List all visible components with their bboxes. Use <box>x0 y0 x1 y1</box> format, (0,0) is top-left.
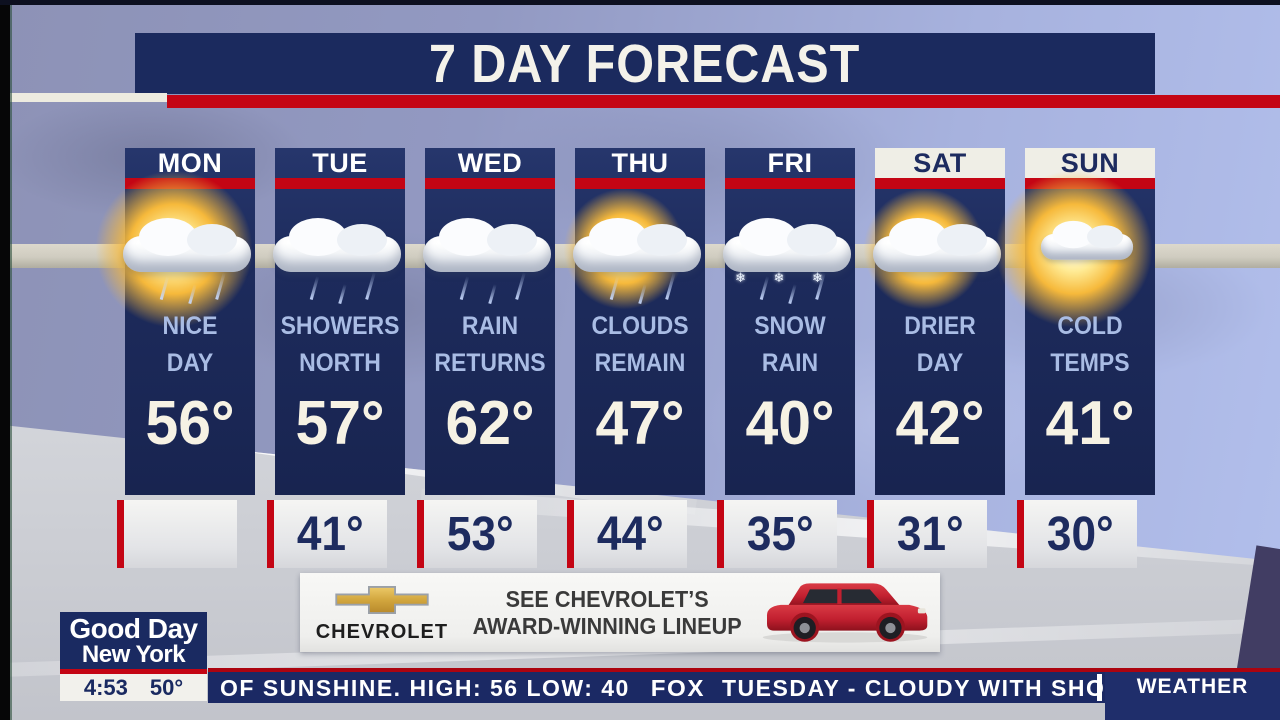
ticker-cursor <box>1097 674 1102 701</box>
title-underline-red <box>167 95 1280 108</box>
screen-edge-left <box>0 0 10 720</box>
station-logo-stripe <box>60 669 207 674</box>
day-label: TUE <box>312 148 368 178</box>
ticker-text-right: TUESDAY - CLOUDY WITH SHOWEI <box>722 675 1105 701</box>
low-temp-box-tue: 41° <box>267 500 387 568</box>
current-temp: 50° <box>149 674 184 700</box>
low-temp-box-wed: 53° <box>417 500 537 568</box>
condition-text: SNOW RAIN <box>754 312 826 377</box>
day-red-stripe <box>275 178 405 189</box>
screen-edge-top <box>0 0 1280 5</box>
day-label: MON <box>157 148 223 178</box>
day-red-stripe <box>425 178 555 189</box>
condition-text: CLOUDS REMAIN <box>591 312 689 377</box>
day-red-stripe <box>725 178 855 189</box>
high-temp: 41° <box>1045 389 1135 458</box>
page-title: 7 DAY FORECAST <box>429 33 861 94</box>
suv-image <box>750 574 940 651</box>
weather-tab: WEATHER <box>1105 668 1280 720</box>
high-temp: 62° <box>445 389 535 458</box>
station-logo-line2: New York <box>81 641 186 668</box>
cloud-icon <box>1040 220 1134 260</box>
chevrolet-ad-banner: CHEVROLET SEE CHEVROLET’S AWARD-WINNING L… <box>300 573 940 652</box>
condition-text: NICE DAY <box>162 312 218 377</box>
day-red-stripe <box>1025 178 1155 189</box>
fox-logo: FOX <box>650 675 706 701</box>
low-temp-box-sat: 31° <box>867 500 987 568</box>
mostly-cloudy-icon: ❄ ❄ ❄ <box>557 188 723 311</box>
chevrolet-bowtie-icon <box>335 585 429 614</box>
low-temp-box-mon <box>117 500 237 568</box>
clock-time: 4:53 <box>83 674 128 700</box>
high-temp: 47° <box>595 389 685 458</box>
low-temp-box-fri: 35° <box>717 500 837 568</box>
high-temp: 57° <box>295 389 385 458</box>
cloud-icon <box>723 218 851 272</box>
day-red-stripe <box>875 178 1005 189</box>
sun-icon <box>863 188 985 310</box>
sunny-icon: ❄ ❄ ❄ <box>994 169 1173 329</box>
time-temp-bug: 4:53 50° <box>60 674 207 701</box>
showers-icon: ❄ ❄ ❄ <box>257 196 423 311</box>
condition-text: SHOWERS NORTH <box>280 312 400 377</box>
ticker-text-left: OF SUNSHINE. HIGH: 56 LOW: 40 <box>220 675 630 701</box>
condition-text: COLD TEMPS <box>1050 312 1130 377</box>
day-label: WED <box>457 148 523 178</box>
day-label: SAT <box>875 148 1005 178</box>
title-underline-white <box>10 93 167 102</box>
screen-edge-artifact <box>10 0 12 720</box>
rain-icon: ❄ ❄ ❄ <box>407 196 573 311</box>
chevrolet-logo: CHEVROLET <box>300 582 464 644</box>
ticker-red-line <box>208 668 1105 672</box>
high-temp: 56° <box>145 389 235 458</box>
high-temp: 42° <box>895 389 985 458</box>
day-red-stripe <box>125 178 255 189</box>
snow-rain-icon: ❄ ❄ ❄ <box>707 196 873 311</box>
ad-copy: SEE CHEVROLET’S AWARD-WINNING LINEUP <box>472 585 742 639</box>
news-ticker: OF SUNSHINE. HIGH: 56 LOW: 40 FOX TUESDA… <box>208 668 1105 703</box>
cloud-icon <box>123 218 251 272</box>
chevrolet-wordmark: CHEVROLET <box>315 620 449 643</box>
cloud-icon <box>573 218 701 272</box>
day-label: SUN <box>1025 148 1155 178</box>
day-red-stripe <box>575 178 705 189</box>
condition-text: RAIN RETURNS <box>434 312 546 377</box>
low-temp-box-sun: 30° <box>1017 500 1137 568</box>
sun-behind-cloud-icon: ❄ ❄ ❄ <box>857 188 1023 311</box>
cloud-icon <box>273 218 401 272</box>
low-temp-box-thu: 44° <box>567 500 687 568</box>
station-logo-line1: Good Day <box>69 613 198 644</box>
weather-tab-label: WEATHER <box>1136 675 1249 698</box>
cloud-icon <box>873 218 1001 272</box>
high-temp: 40° <box>745 389 835 458</box>
station-logo: Good Day New York <box>60 612 207 669</box>
snowflakes-icon: ❄ ❄ ❄ <box>735 270 835 285</box>
condition-text: DRIER DAY <box>904 312 976 377</box>
ticker-bar: OF SUNSHINE. HIGH: 56 LOW: 40 FOX TUESDA… <box>208 672 1105 703</box>
forecast-title-bar: 7 DAY FORECAST <box>135 33 1155 94</box>
forecast-column-fri: FRI ❄ ❄ ❄ SNOW RAIN 40° <box>723 148 855 495</box>
day-label: THU <box>611 148 669 178</box>
partly-sunny-icon: ❄ ❄ ❄ <box>94 169 273 329</box>
sun-icon <box>563 188 685 310</box>
day-label: FRI <box>767 148 813 178</box>
cloud-icon <box>423 218 551 272</box>
